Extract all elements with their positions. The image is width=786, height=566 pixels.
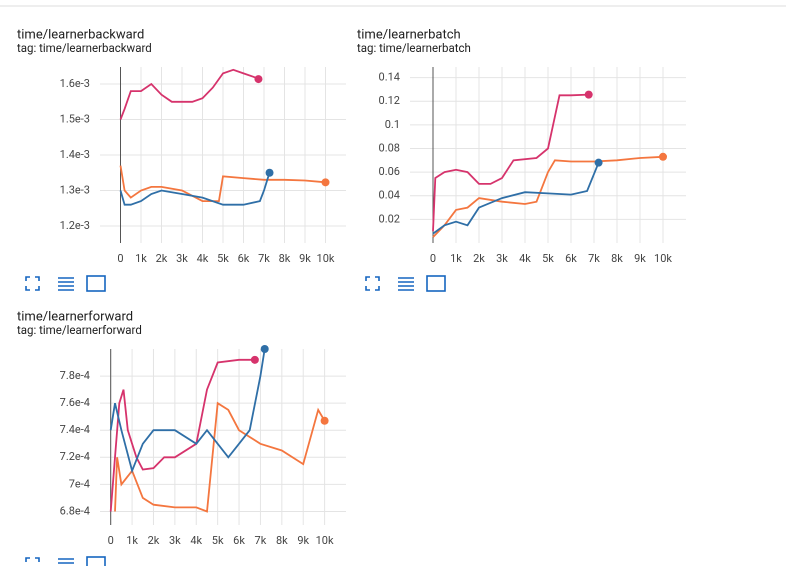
x-tick-label: 1k — [450, 252, 462, 265]
x-tick-label: 7k — [588, 252, 600, 265]
x-tick-label: 10k — [316, 534, 334, 547]
series-line — [432, 162, 600, 235]
x-tick-label: 10k — [654, 252, 672, 265]
series-end-dot — [321, 178, 330, 187]
series-line — [119, 68, 259, 120]
fit-icon[interactable] — [86, 275, 106, 292]
x-tick-label: 9k — [299, 252, 311, 265]
series-line — [119, 172, 271, 206]
x-tick-label: 7k — [255, 534, 267, 547]
series-line — [114, 401, 326, 513]
x-tick-label: 3k — [169, 534, 181, 547]
y-tick-label: 1.6e-3 — [60, 77, 90, 90]
series-line — [109, 349, 266, 474]
expand-icon[interactable] — [25, 276, 40, 291]
series-end-dot — [584, 90, 593, 99]
y-tick-label: 0.12 — [379, 94, 400, 107]
chart-title: time/learnerbackward — [17, 27, 144, 42]
series-end-dot — [320, 416, 329, 425]
series-line — [109, 358, 255, 512]
y-tick-label: 1.5e-3 — [60, 112, 90, 125]
x-tick-label: 3k — [176, 252, 188, 265]
x-tick-label: 1k — [126, 534, 138, 547]
x-tick-label: 6k — [565, 252, 577, 265]
chart-subtitle: tag: time/learnerforward — [17, 323, 142, 337]
series-end-dot — [260, 345, 269, 353]
series-line — [432, 93, 589, 232]
y-tick-label: 1.3e-3 — [60, 183, 90, 196]
x-tick-label: 8k — [276, 534, 288, 547]
series-end-dot — [594, 158, 603, 167]
series-end-dot — [250, 355, 259, 364]
series-end-dot — [265, 168, 274, 177]
x-tick-label: 9k — [634, 252, 646, 265]
y-tick-label: 0.04 — [379, 189, 400, 202]
x-tick-label: 0 — [108, 534, 114, 547]
series-end-dot — [659, 152, 667, 161]
y-tick-label: 0.08 — [379, 141, 400, 154]
y-tick-label: 7.2e-4 — [60, 450, 90, 463]
expand-icon[interactable] — [25, 557, 40, 566]
x-tick-label: 2k — [473, 252, 485, 265]
series-end-dot — [254, 75, 263, 84]
x-tick-label: 5k — [212, 534, 224, 547]
y-tick-label: 0.14 — [379, 71, 400, 84]
chart-title: time/learnerbatch — [357, 27, 461, 42]
y-tick-label: 1.2e-3 — [60, 219, 90, 232]
fit-icon[interactable] — [426, 275, 446, 292]
x-tick-label: 2k — [148, 534, 160, 547]
y-tick-label: 7e-4 — [69, 477, 90, 490]
chart-toolbar — [25, 275, 446, 566]
x-tick-label: 7k — [258, 252, 270, 265]
lines-icon[interactable] — [58, 277, 74, 291]
x-tick-label: 4k — [519, 252, 531, 265]
x-tick-label: 10k — [317, 252, 335, 265]
y-tick-label: 1.4e-3 — [60, 148, 90, 161]
x-tick-label: 5k — [542, 252, 554, 265]
series-line — [119, 165, 326, 202]
expand-icon[interactable] — [365, 276, 380, 291]
x-tick-label: 8k — [279, 252, 291, 265]
x-tick-label: 0 — [117, 252, 123, 265]
x-tick-label: 8k — [611, 252, 623, 265]
y-tick-label: 6.8e-4 — [60, 504, 90, 517]
x-tick-label: 5k — [217, 252, 229, 265]
x-tick-label: 2k — [156, 252, 168, 265]
fit-icon[interactable] — [86, 556, 106, 566]
lines-icon[interactable] — [58, 558, 74, 566]
x-tick-label: 4k — [197, 252, 209, 265]
x-tick-label: 6k — [238, 252, 250, 265]
x-tick-label: 4k — [190, 534, 202, 547]
y-tick-label: 0.06 — [379, 165, 400, 178]
x-tick-label: 1k — [135, 252, 147, 265]
y-tick-label: 0.02 — [379, 212, 400, 225]
chart-subtitle: tag: time/learnerbatch — [357, 41, 471, 55]
x-tick-label: 3k — [496, 252, 508, 265]
y-tick-label: 7.4e-4 — [60, 423, 90, 436]
y-tick-label: 7.8e-4 — [60, 369, 90, 382]
chart-title: time/learnerforward — [17, 309, 133, 324]
x-tick-label: 6k — [233, 534, 245, 547]
lines-icon[interactable] — [398, 277, 414, 291]
chart-subtitle: tag: time/learnerbackward — [17, 41, 152, 55]
x-tick-label: 9k — [297, 534, 309, 547]
y-tick-label: 7.6e-4 — [60, 396, 90, 409]
y-tick-label: 0.1 — [385, 118, 400, 131]
x-tick-label: 0 — [430, 252, 436, 265]
series-line — [432, 155, 664, 238]
